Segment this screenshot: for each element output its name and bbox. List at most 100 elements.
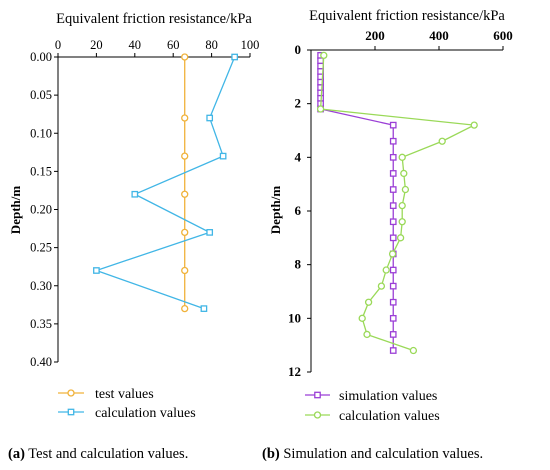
panel-b-x-tick-label: 600 bbox=[493, 28, 513, 43]
panel-a-y-axis-label: Depth/m bbox=[8, 186, 23, 235]
panel-a-y-tick-label: 0.05 bbox=[30, 88, 52, 102]
panel-b-data-point bbox=[389, 347, 397, 354]
panel-b-y-tick-label: 12 bbox=[288, 364, 301, 379]
panel-a-data-point bbox=[206, 229, 214, 236]
panel-b-title: Equivalent friction resistance/kPa bbox=[309, 8, 505, 24]
panel-b-data-point bbox=[389, 170, 397, 177]
panel-a-data-point bbox=[181, 152, 189, 160]
panel-b-data-point bbox=[389, 218, 397, 226]
panel-a-y-tick-label: 0.10 bbox=[30, 126, 52, 140]
panel-b-data-point bbox=[389, 331, 397, 338]
panel-b-caption-label: (b) bbox=[262, 446, 280, 462]
panel-b-legend-marker bbox=[314, 391, 321, 399]
panel-b-data-point bbox=[398, 201, 406, 210]
panel-b-data-point bbox=[389, 121, 397, 129]
panel-b-data-point bbox=[363, 330, 371, 339]
panel-b-data-point bbox=[438, 137, 446, 145]
panel-b-data-point bbox=[389, 137, 397, 145]
panel-b-data-point bbox=[316, 105, 325, 113]
panel-b-data-point bbox=[398, 218, 406, 226]
panel-b-y-tick-label: 0 bbox=[295, 42, 302, 57]
panel-b-data-point bbox=[377, 282, 386, 290]
panel-b-series-line bbox=[319, 55, 394, 351]
panel-a-x-tick-label: 80 bbox=[205, 38, 218, 52]
panel-a-y-tick-label: 0.25 bbox=[30, 241, 52, 255]
panel-a-data-point bbox=[181, 190, 189, 198]
panel-a-data-point bbox=[181, 228, 189, 237]
panel-b-data-point bbox=[398, 153, 406, 161]
panel-b-data-point bbox=[400, 169, 408, 178]
panel-b-legend-marker bbox=[313, 411, 322, 419]
panel-b-y-tick-label: 6 bbox=[295, 203, 302, 218]
panel-b-data-point bbox=[320, 51, 328, 60]
panel-a-data-point bbox=[181, 304, 189, 313]
panel-a-legend-marker bbox=[67, 389, 75, 397]
panel-b-data-point bbox=[389, 186, 397, 193]
panel-a-data-point bbox=[231, 53, 238, 61]
panel-b-y-tick-label: 2 bbox=[295, 96, 302, 111]
panel-b-data-point bbox=[389, 298, 397, 306]
panel-b-legend-label: calculation values bbox=[339, 409, 440, 424]
panel-b-simulation-and-calculation: Equivalent friction resistance/kPa 200 400… bbox=[262, 8, 513, 462]
panel-a-legend-label: calculation values bbox=[95, 406, 196, 421]
panel-a-x-tick-label: 60 bbox=[167, 38, 180, 52]
panel-b-data-point bbox=[364, 298, 373, 306]
panel-a-y-tick-label: 0.40 bbox=[30, 355, 52, 369]
panel-a-y-tick-label: 0.00 bbox=[30, 50, 52, 64]
panel-a-y-tick-label: 0.15 bbox=[30, 164, 52, 178]
panel-b-data-point bbox=[401, 185, 410, 194]
panel-a-data-point bbox=[206, 114, 214, 122]
panel-b-data-point bbox=[388, 250, 397, 258]
panel-a-series-1 bbox=[181, 53, 189, 313]
panel-a-y-tick-label: 0.35 bbox=[30, 317, 52, 331]
panel-b-y-axis-label: Depth/m bbox=[268, 186, 283, 235]
panel-b-y-tick-label: 8 bbox=[295, 257, 302, 272]
panel-b-data-point bbox=[396, 234, 405, 242]
panel-b-series-1 bbox=[317, 52, 397, 354]
panel-a-legend-marker bbox=[67, 408, 75, 416]
panel-b-series-line bbox=[319, 55, 477, 352]
panel-b-caption-text: Simulation and calculation values. bbox=[280, 446, 483, 462]
panel-b-data-point bbox=[409, 346, 418, 355]
panel-a-y-tick-label: 0.20 bbox=[30, 203, 52, 217]
panel-a-series-2 bbox=[93, 53, 238, 312]
panel-b-y-tick-label: 10 bbox=[288, 310, 301, 325]
panel-a-data-point bbox=[181, 53, 189, 61]
panel-b-data-point bbox=[389, 234, 397, 242]
panel-b-y-tick-label: 4 bbox=[295, 149, 302, 164]
panel-a-data-point bbox=[131, 190, 139, 198]
panel-a-caption-text: Test and calculation values. bbox=[25, 446, 188, 462]
panel-b-data-point bbox=[389, 202, 397, 209]
panel-a-x-tick-label: 20 bbox=[90, 38, 103, 52]
panel-a-x-tick-label: 0 bbox=[55, 38, 61, 52]
panel-b-data-point bbox=[389, 314, 397, 322]
panel-b-data-point bbox=[317, 89, 324, 97]
panel-a-x-tick-label: 40 bbox=[129, 38, 142, 52]
panel-b-legend-label: simulation values bbox=[339, 389, 437, 404]
panel-b-data-point bbox=[389, 266, 397, 274]
panel-b-data-point bbox=[358, 314, 366, 322]
panel-a-test-and-calculation: Equivalent friction resistance/kPa 0 20 40 6… bbox=[8, 11, 259, 462]
panel-b-data-point bbox=[317, 57, 324, 65]
panel-a-data-point bbox=[181, 114, 189, 122]
panel-a-caption-label: (a) bbox=[8, 446, 25, 462]
panel-a-data-point bbox=[200, 305, 208, 312]
panel-a-x-tick-label: 100 bbox=[241, 38, 260, 52]
panel-a-data-point bbox=[219, 152, 227, 160]
panel-b-caption: (b) Simulation and calculation values. bbox=[262, 446, 483, 462]
panel-b-data-point bbox=[470, 121, 478, 129]
panel-b-data-point bbox=[389, 153, 397, 161]
panel-a-caption: (a) Test and calculation values. bbox=[8, 446, 188, 462]
panel-b-data-point bbox=[382, 266, 390, 274]
panel-b-x-tick-label: 400 bbox=[429, 28, 449, 43]
panel-a-data-point bbox=[93, 267, 100, 274]
panel-b-data-point bbox=[389, 282, 397, 290]
panel-a-legend-label: test values bbox=[95, 387, 154, 402]
panel-a-series-line bbox=[94, 56, 236, 310]
panel-a-title: Equivalent friction resistance/kPa bbox=[56, 11, 252, 27]
panel-b-x-tick-label: 200 bbox=[365, 28, 385, 43]
panel-a-data-point bbox=[181, 266, 189, 275]
panel-b-series-2 bbox=[316, 51, 478, 355]
panel-a-y-tick-label: 0.30 bbox=[30, 279, 52, 293]
